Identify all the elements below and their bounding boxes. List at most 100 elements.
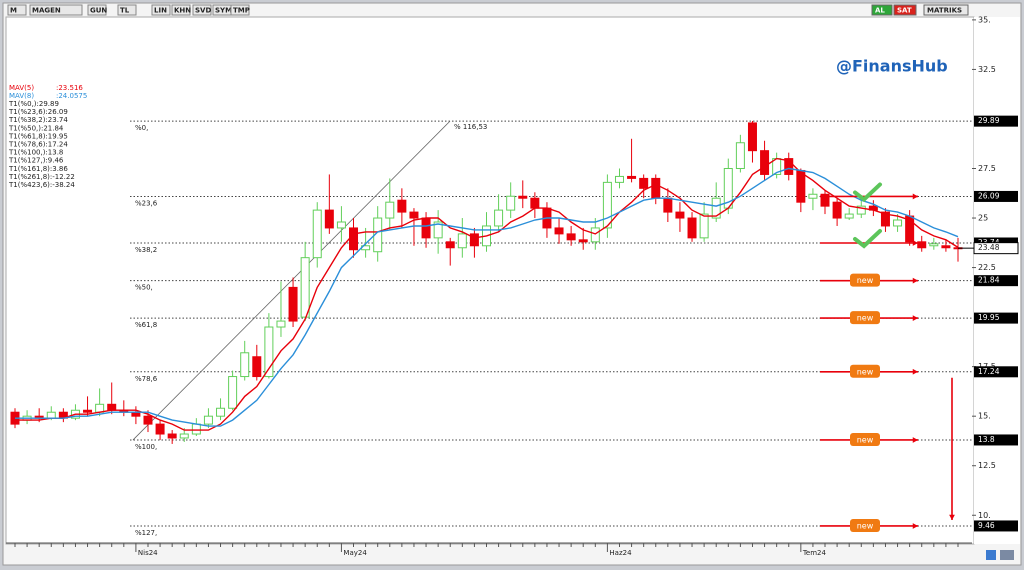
arrow-head [912, 315, 918, 321]
candle-body [627, 175, 637, 179]
arrow-head [912, 368, 918, 375]
y-tick-label: 12.5 [978, 461, 996, 470]
toolbar-label: GUN [90, 7, 107, 15]
y-tick-label: 32.5 [978, 65, 996, 74]
candle-body [518, 195, 528, 199]
candle-body [421, 217, 431, 239]
candle-body [844, 213, 854, 219]
toolbar-button[interactable] [192, 4, 212, 16]
y-tick-label: 25 [978, 214, 988, 223]
candle-body [494, 209, 504, 227]
icon[interactable] [986, 550, 996, 560]
toolbar-button[interactable] [151, 4, 171, 16]
candle-body [216, 407, 226, 417]
candle-body [433, 221, 443, 239]
candle-body [167, 433, 177, 439]
toolbar-label: SYM [215, 7, 232, 15]
toolbar-button[interactable] [923, 4, 969, 16]
fib-legend: T1(%38,2):23.74 [8, 116, 68, 124]
fib-value-bg [974, 190, 1018, 202]
new-badge [850, 364, 880, 378]
ma-line [15, 167, 959, 427]
candle-body [155, 423, 165, 435]
toolbar-button[interactable] [117, 4, 137, 16]
candle-body [409, 211, 419, 219]
candle-body [530, 197, 540, 209]
arrow-head [912, 193, 918, 200]
fib-legend: T1(%78,6):17.24 [8, 141, 68, 149]
fib-value-bg [974, 434, 1018, 446]
toolbar-button[interactable] [7, 4, 27, 16]
candle-body [856, 205, 866, 215]
toolbar-button[interactable] [171, 4, 191, 16]
candle-body [578, 239, 588, 243]
fib-label: %127, [135, 529, 157, 537]
toolbar-label: SVD [195, 7, 211, 15]
candle-body [614, 175, 624, 183]
new-label: new [857, 521, 874, 530]
toolbar-button[interactable] [871, 4, 893, 16]
candle-body [699, 213, 709, 239]
candle-body [349, 227, 359, 251]
toolbar-button[interactable] [230, 4, 250, 16]
x-tick-label: May24 [343, 549, 367, 557]
candle-body [83, 409, 93, 413]
candle-body [228, 376, 238, 409]
fib-value: 17.24 [978, 367, 1000, 376]
new-label: new [857, 276, 874, 285]
candle-body [46, 411, 56, 419]
trend-line [132, 120, 451, 441]
candle-body [735, 142, 745, 169]
candle-body [336, 221, 346, 229]
x-tick-label: Tem24 [802, 549, 827, 557]
candle-body [602, 181, 612, 229]
candle-body [312, 209, 322, 259]
candle-body [385, 201, 395, 219]
toolbar-button[interactable] [29, 4, 83, 16]
fib-value: 19.95 [978, 313, 1000, 322]
legend-name: MAV(8) [9, 92, 34, 100]
fib-legend: T1(%0,):29.89 [8, 100, 59, 108]
y-tick-label: 27.5 [978, 164, 996, 173]
toolbar-button[interactable] [893, 4, 917, 16]
toolbar-button[interactable] [87, 4, 107, 16]
fib-label: %78,6 [135, 375, 158, 383]
candle-body [107, 403, 117, 411]
fib-value-bg [974, 366, 1018, 378]
candle-body [240, 352, 250, 378]
candle-body [929, 243, 939, 247]
candle-body [288, 286, 298, 322]
toolbar-label: SAT [897, 7, 912, 15]
icon[interactable] [1000, 550, 1014, 560]
last-price-bg [973, 242, 1019, 255]
candle-body [663, 197, 673, 213]
candle-body [252, 356, 262, 378]
candle-body [747, 122, 757, 152]
fib-label: %0, [135, 124, 148, 132]
candle-body [590, 227, 600, 243]
candle-body [324, 209, 334, 229]
fib-value-bg [974, 520, 1018, 532]
candle-body [651, 177, 661, 199]
new-badge [850, 432, 880, 446]
candle-body [191, 423, 201, 435]
new-badge [850, 273, 880, 287]
x-tick-label: Haz24 [609, 549, 632, 557]
legend-value: :24.0575 [56, 92, 87, 100]
fib-legend: T1(%261,8):-12.22 [8, 173, 75, 181]
new-badge [850, 311, 880, 325]
toolbar-label: LIN [154, 7, 167, 15]
fib-legend: T1(%127,):9.46 [8, 157, 64, 165]
candle-body [554, 227, 564, 235]
toolbar-label: TL [120, 7, 130, 15]
candle-body [880, 211, 890, 227]
new-badge [850, 518, 880, 532]
candle-body [639, 177, 649, 189]
fib-value-bg [974, 312, 1018, 324]
fib-legend: T1(%61,8):19.95 [8, 132, 68, 140]
candle-body [760, 150, 770, 175]
fib-label: %50, [135, 284, 153, 292]
candle-body [893, 219, 903, 227]
fib-label: %23,6 [135, 199, 158, 207]
